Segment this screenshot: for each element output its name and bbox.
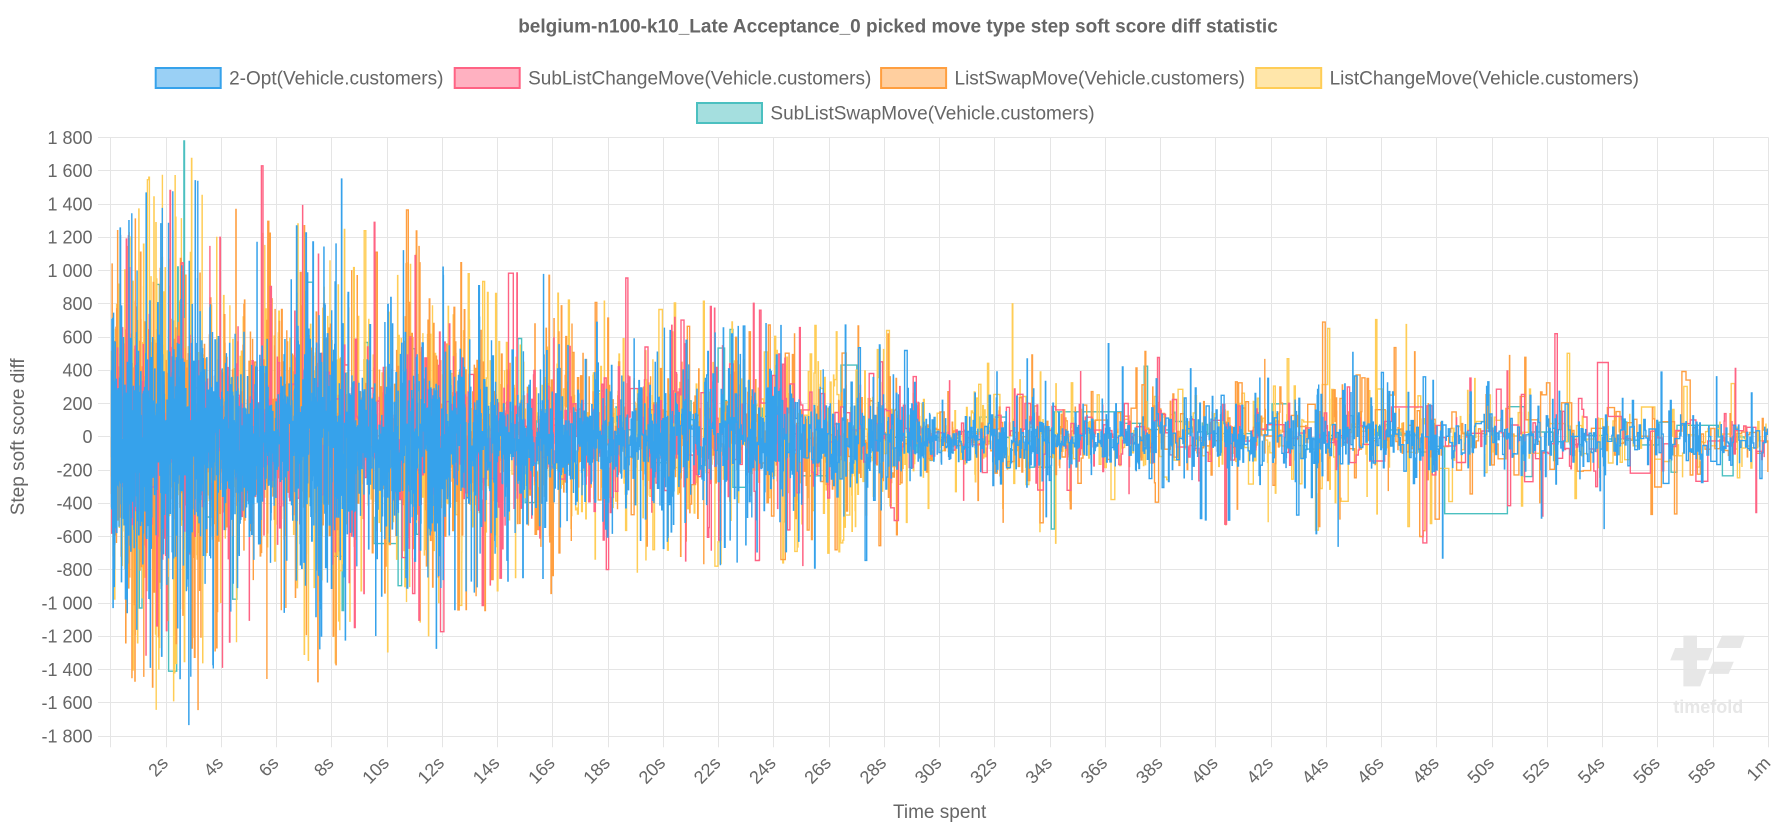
svg-text:timefold: timefold — [1673, 697, 1743, 717]
svg-text:1 400: 1 400 — [47, 194, 92, 214]
svg-text:200: 200 — [62, 394, 92, 414]
svg-text:1 200: 1 200 — [47, 228, 92, 248]
svg-text:-400: -400 — [56, 494, 92, 514]
svg-text:-1 400: -1 400 — [41, 660, 92, 680]
svg-text:SubListSwapMove(Vehicle.custom: SubListSwapMove(Vehicle.customers) — [770, 104, 1094, 125]
svg-text:800: 800 — [62, 294, 92, 314]
svg-text:-200: -200 — [56, 460, 92, 480]
svg-text:SubListChangeMove(Vehicle.cust: SubListChangeMove(Vehicle.customers) — [528, 69, 871, 90]
svg-text:1 000: 1 000 — [47, 261, 92, 281]
svg-text:-1 600: -1 600 — [41, 693, 92, 713]
svg-text:Step soft score diff: Step soft score diff — [8, 358, 29, 516]
svg-text:-1 200: -1 200 — [41, 627, 92, 647]
svg-text:belgium-n100-k10_Late Acceptan: belgium-n100-k10_Late Acceptance_0 picke… — [518, 17, 1278, 38]
svg-text:ListSwapMove(Vehicle.customers: ListSwapMove(Vehicle.customers) — [955, 69, 1245, 90]
svg-text:-1 800: -1 800 — [41, 726, 92, 746]
svg-text:2-Opt(Vehicle.customers): 2-Opt(Vehicle.customers) — [229, 69, 443, 90]
svg-text:1 600: 1 600 — [47, 161, 92, 181]
svg-text:0: 0 — [82, 427, 92, 447]
svg-text:-600: -600 — [56, 527, 92, 547]
svg-text:-1 000: -1 000 — [41, 593, 92, 613]
svg-text:ListChangeMove(Vehicle.custome: ListChangeMove(Vehicle.customers) — [1330, 69, 1639, 90]
svg-text:Time spent: Time spent — [893, 802, 987, 823]
svg-text:400: 400 — [62, 361, 92, 381]
svg-text:1 800: 1 800 — [47, 128, 92, 148]
svg-text:-800: -800 — [56, 560, 92, 580]
svg-text:600: 600 — [62, 327, 92, 347]
